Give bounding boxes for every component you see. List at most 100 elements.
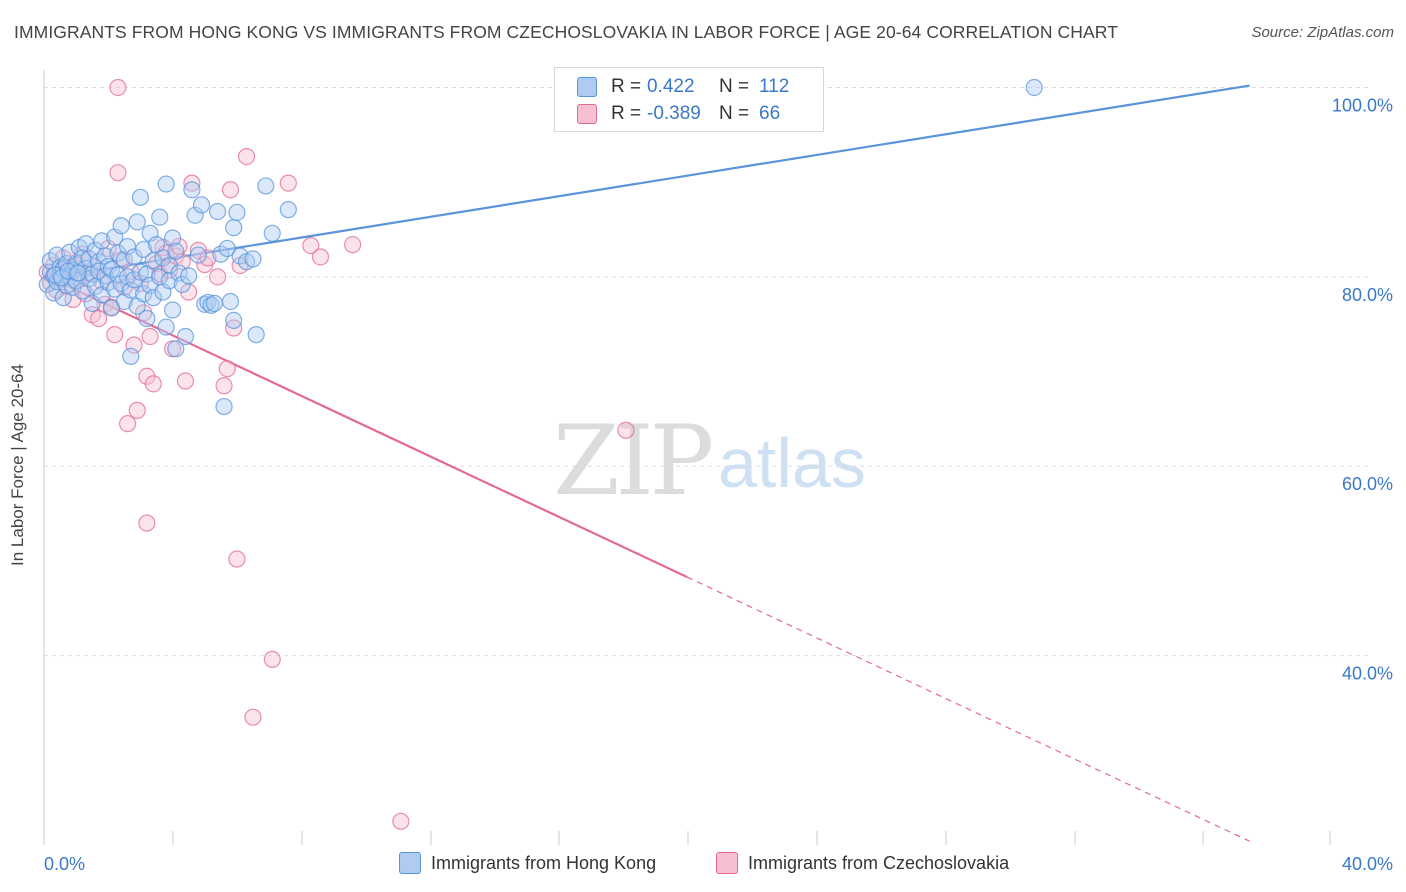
n-label: N = (719, 103, 750, 124)
stats-row-cz: R = -0.389 N = 66 (577, 101, 780, 127)
y-tick-label: 60.0% (1342, 474, 1393, 494)
chart-title: IMMIGRANTS FROM HONG KONG VS IMMIGRANTS … (14, 22, 1118, 42)
cz-point (199, 249, 217, 267)
hk-point (205, 294, 223, 312)
hk-point (164, 229, 182, 247)
hk-point (228, 203, 246, 222)
legend-hk-swatch (399, 852, 421, 874)
cz-r-value: -0.389 (647, 103, 701, 124)
hk-point (1025, 78, 1043, 97)
hk-n-value: 112 (759, 76, 790, 97)
legend-hk-label: Immigrants from Hong Kong (431, 852, 657, 873)
cz-n-value: 66 (759, 103, 781, 124)
cz-point (173, 253, 191, 271)
source-credit: Source: ZipAtlas.com (1251, 24, 1394, 41)
hk-point (215, 397, 233, 416)
cz-point (138, 514, 156, 532)
hk-point (135, 240, 153, 258)
stats-row-hk: R = 0.422 N = 112 (577, 74, 789, 100)
hk-point (170, 264, 188, 282)
cz-point (183, 174, 201, 192)
cz-point (279, 174, 297, 192)
hk-point (122, 281, 140, 299)
hk-point (73, 249, 92, 267)
y-tick-label: 100.0% (1332, 95, 1393, 115)
cz-point (392, 812, 410, 830)
watermark-atlas: atlas (718, 424, 866, 502)
y-tick-label: 40.0% (1342, 664, 1393, 684)
cz-trend-extension (686, 576, 1250, 842)
hk-point (109, 244, 127, 262)
hk-point (180, 267, 198, 285)
hk-point (112, 274, 130, 293)
hk-point (69, 264, 87, 282)
cz-point (311, 248, 330, 266)
hk-point (83, 294, 101, 312)
cz-point (215, 377, 233, 395)
cz-point (144, 375, 162, 393)
cz-point (263, 650, 281, 669)
cz-point (344, 236, 362, 254)
hk-point (112, 217, 130, 235)
hk-point (99, 257, 117, 276)
hk-point (279, 201, 297, 219)
x-tick-label: 0.0% (44, 854, 85, 874)
watermark-zip: ZIP (553, 405, 714, 517)
cz-point (218, 360, 236, 378)
hk-point (115, 251, 133, 269)
hk-point (157, 318, 175, 336)
cz-point (128, 401, 146, 419)
hk-point (173, 275, 191, 294)
hk-point (53, 269, 71, 287)
hk-point (257, 177, 275, 195)
hk-point (167, 242, 185, 260)
y-tick-label: 80.0% (1342, 285, 1393, 305)
hk-point (209, 202, 227, 221)
hk-point (189, 246, 207, 264)
cz-point (237, 147, 256, 166)
hk-point (128, 213, 146, 231)
hk-point (144, 252, 162, 270)
hk-point (45, 284, 63, 302)
cz-point (617, 421, 635, 439)
hk-point (151, 208, 169, 226)
hk-point (176, 327, 195, 346)
hk-point (199, 293, 217, 312)
hk-point (164, 301, 182, 319)
legend-item-cz[interactable]: Immigrants from Czechoslovakia (716, 852, 1009, 874)
hk-point (225, 219, 243, 237)
cz-point (90, 309, 108, 328)
x-tick-label: 40.0% (1342, 854, 1393, 874)
hk-point (192, 196, 211, 214)
cz-point (109, 78, 127, 97)
legend-item-hk[interactable]: Immigrants from Hong Kong (399, 852, 656, 874)
trend-lines (43, 84, 1250, 842)
axes (43, 70, 1331, 845)
cz-point (176, 372, 195, 390)
hk-point (138, 309, 156, 328)
cz-point (141, 327, 159, 346)
hk-point (167, 340, 185, 358)
cz-point (209, 268, 227, 286)
hk-point (131, 188, 150, 206)
hk-point (144, 289, 162, 307)
legend-cz-label: Immigrants from Czechoslovakia (748, 852, 1010, 873)
hk-point (186, 206, 204, 224)
hk-point (86, 241, 105, 259)
tick-labels: 100.0% 80.0% 60.0% 40.0% 0.0% 40.0% (44, 95, 1393, 874)
hk-r-value: 0.422 (647, 76, 695, 97)
legend-cz-swatch (716, 852, 738, 874)
r-label: R = (611, 103, 642, 124)
hk-point (247, 326, 265, 344)
cz-point (125, 336, 143, 354)
hk-swatch (577, 77, 597, 97)
n-label: N = (719, 76, 750, 97)
grid-lines (44, 86, 1370, 657)
data-points (38, 78, 1043, 830)
hk-point (225, 311, 243, 330)
r-label: R = (611, 76, 642, 97)
hk-point (157, 175, 175, 193)
cz-point (109, 164, 127, 182)
hk-point (122, 347, 140, 365)
